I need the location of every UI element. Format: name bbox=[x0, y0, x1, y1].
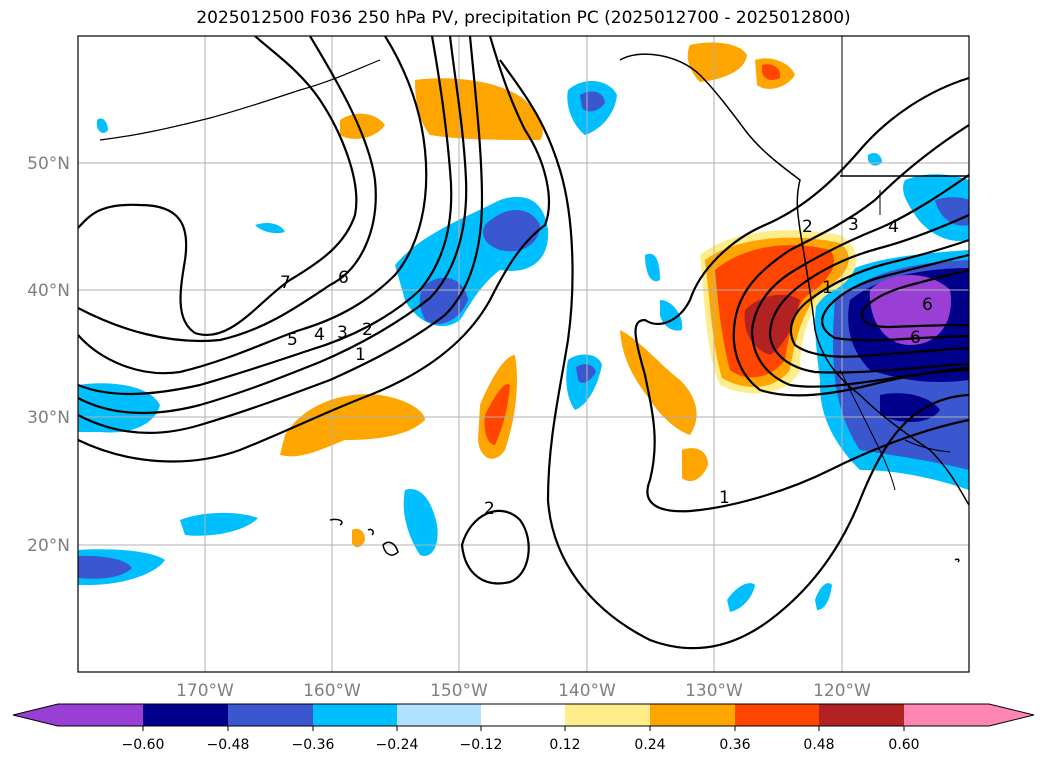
colorbar-tick: −0.48 bbox=[207, 737, 250, 753]
map-frame bbox=[77, 35, 970, 673]
colorbar-tick: 0.24 bbox=[634, 737, 665, 753]
lon-label: 170°W bbox=[176, 681, 234, 701]
contour-label: 1 bbox=[719, 488, 730, 508]
colorbar-segment bbox=[650, 704, 735, 726]
contour-label: 7 bbox=[280, 273, 291, 293]
colorbar-tick: 0.12 bbox=[549, 737, 580, 753]
map-title: 2025012500 F036 250 hPa PV, precipitatio… bbox=[196, 8, 851, 28]
pv-contours bbox=[78, 36, 969, 650]
latitude-labels: 50°N 40°N 30°N 20°N bbox=[27, 154, 70, 556]
contour-labels: 7 6 5 4 3 2 1 2 1 2 3 4 1 6 6 bbox=[280, 215, 933, 519]
lon-label: 160°W bbox=[303, 681, 361, 701]
contour-label: 2 bbox=[362, 320, 373, 340]
lat-label: 30°N bbox=[27, 408, 70, 428]
contour-label: 5 bbox=[287, 330, 298, 350]
contour-label: 3 bbox=[337, 323, 348, 343]
colorbar-tick: 0.60 bbox=[888, 737, 919, 753]
coastlines bbox=[99, 36, 969, 563]
contour-label: 4 bbox=[314, 325, 325, 345]
colorbar-segment bbox=[58, 704, 143, 726]
colorbar-segment bbox=[735, 704, 819, 726]
contour-label: 2 bbox=[802, 217, 813, 237]
colorbar-tick: 0.48 bbox=[803, 737, 834, 753]
contour-label: 2 bbox=[484, 499, 495, 519]
lon-label: 120°W bbox=[813, 681, 871, 701]
colorbar-outline bbox=[12, 703, 1035, 727]
contour-label: 1 bbox=[355, 345, 366, 365]
map-plot-area: 7 6 5 4 3 2 1 2 1 2 3 4 1 6 6 bbox=[78, 36, 969, 672]
colorbar-tick: 0.36 bbox=[719, 737, 750, 753]
lon-label: 140°W bbox=[558, 681, 616, 701]
colorbar-segment bbox=[481, 704, 565, 726]
contour-label: 4 bbox=[888, 217, 899, 237]
colorbar-extend-high bbox=[989, 704, 1034, 726]
colorbar: −0.60 −0.48 −0.36 −0.24 −0.12 0.12 0.24 … bbox=[12, 703, 1035, 753]
lon-label: 150°W bbox=[430, 681, 488, 701]
lat-label: 40°N bbox=[27, 281, 70, 301]
lat-label: 50°N bbox=[27, 154, 70, 174]
colorbar-tick: −0.36 bbox=[292, 737, 335, 753]
lon-label: 130°W bbox=[685, 681, 743, 701]
colorbar-segment bbox=[565, 704, 650, 726]
colorbar-segment bbox=[819, 704, 904, 726]
contour-label: 1 bbox=[822, 278, 833, 298]
contour-label: 6 bbox=[338, 268, 349, 288]
contour-label: 3 bbox=[848, 215, 859, 235]
lat-label: 20°N bbox=[27, 536, 70, 556]
colorbar-segment bbox=[143, 704, 228, 726]
contour-label: 6 bbox=[922, 295, 933, 315]
colorbar-extend-low bbox=[13, 704, 58, 726]
map-gridlines bbox=[78, 36, 969, 672]
colorbar-segment bbox=[228, 704, 313, 726]
colorbar-tick: −0.24 bbox=[376, 737, 419, 753]
contour-label: 6 bbox=[910, 328, 921, 348]
colorbar-segment bbox=[904, 704, 989, 726]
longitude-labels: 170°W 160°W 150°W 140°W 130°W 120°W bbox=[176, 681, 871, 701]
colorbar-segment bbox=[313, 704, 397, 726]
colorbar-tick: −0.12 bbox=[460, 737, 503, 753]
colorbar-segment bbox=[397, 704, 481, 726]
colorbar-tick: −0.60 bbox=[122, 737, 165, 753]
